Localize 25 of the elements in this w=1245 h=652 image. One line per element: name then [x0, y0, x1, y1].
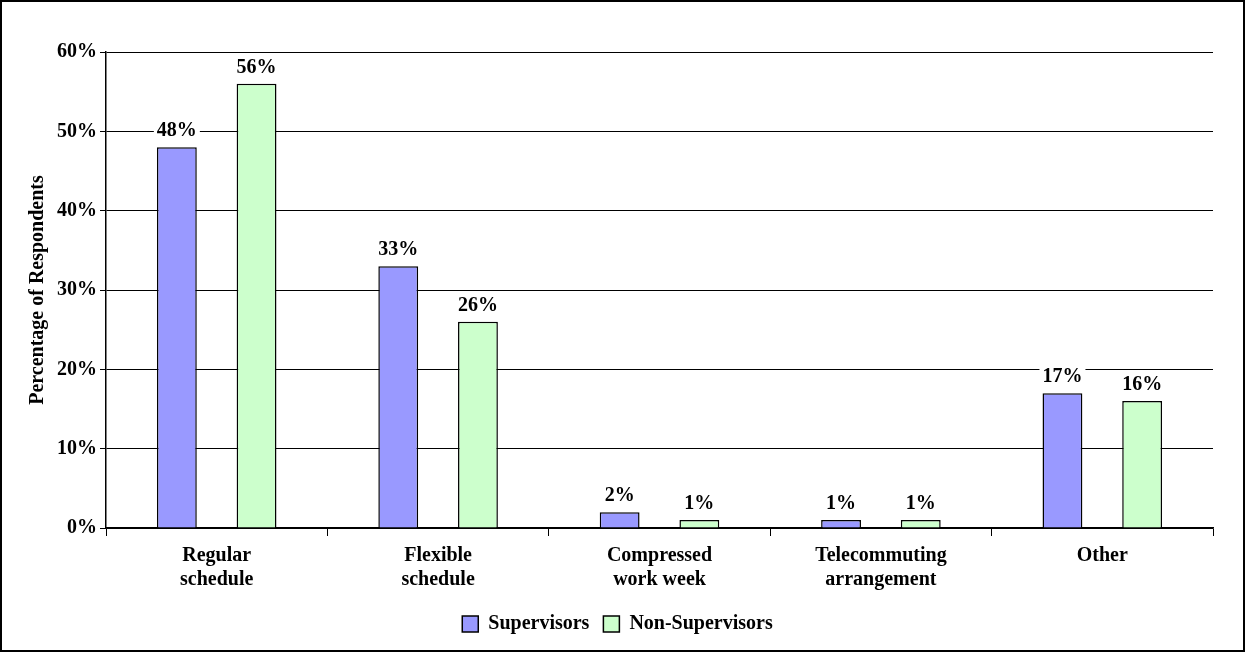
x-tick-label: Other [1076, 543, 1128, 566]
data-label: 1% [905, 491, 936, 514]
y-tick-label: 40% [57, 197, 97, 220]
y-tick-label: 20% [57, 356, 97, 379]
y-axis-title: Percentage of Respondents [25, 174, 49, 405]
data-label: 1% [684, 491, 715, 514]
data-label: 1% [826, 491, 857, 514]
data-label: 48% [156, 118, 197, 141]
legend-label: Non-Supervisors [629, 611, 773, 635]
y-tick-label: 60% [57, 39, 97, 62]
x-tick-label: Flexible schedule [401, 543, 475, 590]
legend-label: Supervisors [488, 611, 590, 635]
y-tick-label: 50% [57, 118, 97, 141]
y-tick-label: 30% [57, 277, 97, 300]
data-label: 33% [378, 237, 419, 260]
data-label: 17% [1042, 364, 1083, 387]
x-tick-label: Telecommuting arrangement [815, 543, 947, 591]
data-label: 16% [1122, 372, 1163, 395]
data-label: 2% [604, 483, 635, 506]
x-tick-label: Compressed work week [606, 543, 713, 590]
data-label: 56% [236, 54, 277, 77]
data-label: 26% [457, 292, 498, 315]
x-tick-label: Regular schedule [180, 543, 254, 590]
y-tick-label: 0% [67, 515, 97, 538]
y-tick-label: 10% [57, 435, 97, 458]
